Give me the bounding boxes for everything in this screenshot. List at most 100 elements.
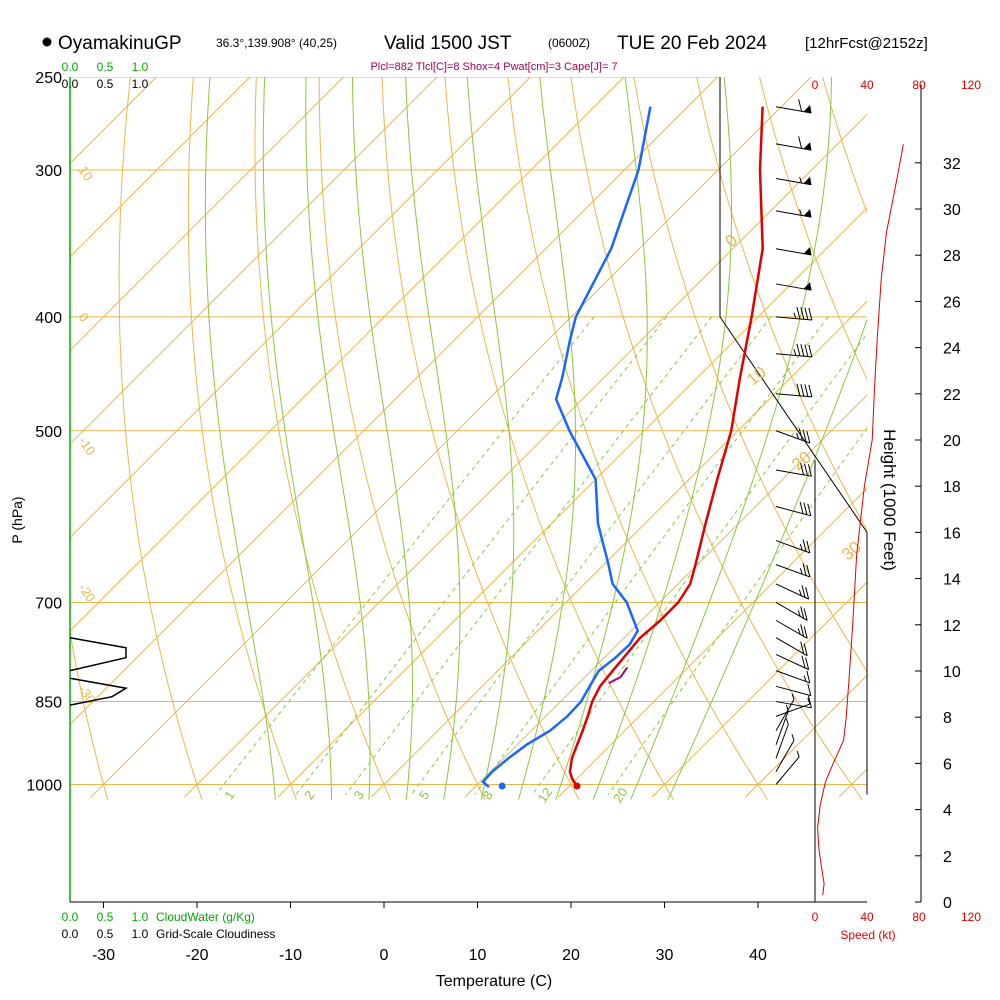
wind-barb <box>775 693 795 731</box>
wind-barb-half-feather <box>799 176 803 184</box>
speed-tick-label-top: 120 <box>961 78 981 92</box>
wind-barb-feather <box>804 384 809 397</box>
wind-barb-staff <box>775 210 812 218</box>
plot-boundary <box>719 77 868 795</box>
mixing-ratio-line <box>215 316 595 795</box>
pressure-tick-label: 1000 <box>26 778 62 795</box>
dry-adiabat-line <box>759 77 867 381</box>
wind-barb-staff <box>775 701 812 709</box>
wind-barb-feather <box>800 344 805 357</box>
wind-barb <box>775 343 813 358</box>
mixing-ratio-line <box>474 316 829 795</box>
dewpoint-line <box>481 106 652 788</box>
wind-barb-flag <box>803 246 812 255</box>
wind-barb-staff <box>775 248 812 256</box>
height-tick-label: 24 <box>943 341 961 358</box>
wind-barb-half-feather <box>785 718 789 725</box>
height-axis-title: Height (1000 Feet) <box>880 429 899 571</box>
valid-date: TUE 20 Feb 2024 <box>617 33 767 54</box>
utc-time: (0600Z) <box>548 36 590 50</box>
wind-barb-staff <box>775 393 812 398</box>
dry-adiabat-line <box>254 77 392 800</box>
wind-barb-flag <box>803 142 812 151</box>
mixing-ratio-label: 5 <box>416 788 432 803</box>
forecast-label: [12hrFcst@2152z] <box>805 35 928 52</box>
moist-adiabat-line <box>667 318 867 800</box>
wind-barb-flag <box>803 104 812 113</box>
wind-barb-feather <box>801 655 806 669</box>
axes: -30 -20 -10 0 10 20 30 402503004005007008501000… <box>26 60 981 964</box>
x-tick-label: 0 <box>380 947 389 964</box>
mixing-ratio-label: 8 <box>479 788 495 803</box>
dry-adiabat-line <box>570 77 863 800</box>
dry-adiabat-line <box>444 77 674 800</box>
cloudiness-tick-label-top: 1.0 <box>132 77 149 91</box>
wind-barb-feather <box>803 626 808 639</box>
isotherm-line <box>838 768 867 798</box>
wind-speed-line <box>817 144 904 896</box>
wind-barb-feather <box>803 502 808 515</box>
isotherm-line <box>70 77 718 726</box>
cloud-profiles <box>69 636 129 706</box>
wind-barb-staff <box>775 177 812 186</box>
wind-barb-flag <box>803 282 812 291</box>
mixing-ratio-label: 3 <box>351 788 367 803</box>
wind-barb-staff <box>775 670 810 684</box>
dry-adiabat-line <box>318 77 486 800</box>
moist-adiabat-line <box>352 77 413 800</box>
mixing-ratio-label: 20 <box>610 785 631 805</box>
wind-speed-profile <box>814 144 904 902</box>
cloud-water-tick-label-bottom: 1.0 <box>132 910 149 924</box>
height-tick-label: 14 <box>943 572 961 589</box>
height-tick-label: 20 <box>943 433 961 450</box>
wind-barb-feather <box>796 343 801 356</box>
wind-barb-feather <box>806 564 811 578</box>
wind-barb-feather <box>807 464 812 477</box>
moist-adiabat-label: 10 <box>743 362 770 389</box>
wind-barb-feather <box>806 670 811 684</box>
wind-barb-feather <box>800 462 805 476</box>
wind-barb-half-feather <box>803 675 807 682</box>
moist-adiabat-label: 30 <box>838 537 865 564</box>
x-tick-label: 30 <box>656 947 674 964</box>
isotherm-line <box>70 77 438 445</box>
temperature-line <box>568 106 764 787</box>
cloudiness-tick-label-bottom: 0.5 <box>97 927 114 941</box>
valid-time: Valid 1500 JST <box>384 33 512 54</box>
wind-barb <box>775 501 812 517</box>
dry-adiabat-line <box>118 77 203 800</box>
wind-barb <box>775 670 811 684</box>
wind-barb-flag <box>803 176 812 185</box>
mixing-ratio-line <box>345 316 712 795</box>
wind-barb-feather <box>798 136 803 149</box>
wind-barb-half-feather <box>793 349 797 356</box>
x-tick-label: 40 <box>749 947 767 964</box>
height-tick-label: 28 <box>943 248 961 265</box>
wind-barb-staff <box>775 703 810 717</box>
wind-barb-half-feather <box>797 610 801 617</box>
wind-barb-feather <box>806 540 811 553</box>
dry-adiabat-line <box>381 77 580 800</box>
height-tick-label: 16 <box>943 525 961 542</box>
surface-temperature-point <box>573 782 581 790</box>
isotherm-line <box>371 300 867 798</box>
wind-barb-staff <box>775 724 789 759</box>
wind-barb-feather <box>798 99 803 112</box>
cloud-water-tick-label-bottom: 0.5 <box>97 910 114 924</box>
wind-barb <box>775 176 812 186</box>
wind-barb-feather <box>808 307 813 321</box>
wind-barb-feather <box>804 344 809 357</box>
wind-barb <box>775 306 813 321</box>
wind-barb-staff <box>775 637 808 657</box>
wind-barb-feather <box>800 384 805 397</box>
wind-barb-feather <box>802 563 807 576</box>
speed-axis-title: Speed (kt) <box>840 928 895 942</box>
isotherm-line <box>651 581 867 798</box>
wind-barb-staff <box>775 685 811 697</box>
height-tick-label: 12 <box>943 618 961 635</box>
wind-barb-feather <box>796 383 801 396</box>
x-tick-label: -20 <box>185 947 208 964</box>
mixing-ratio-line <box>607 427 867 795</box>
wind-barb <box>775 282 812 291</box>
